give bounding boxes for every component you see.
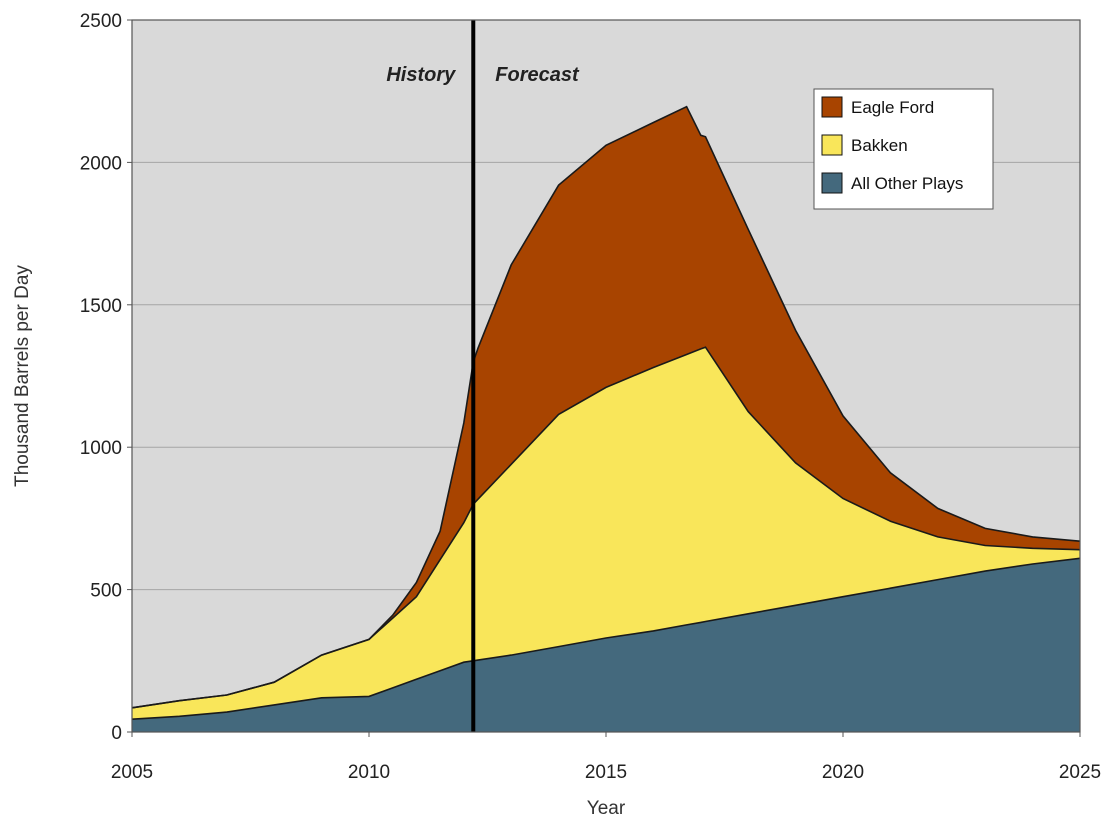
legend-swatch-eagle-ford bbox=[822, 97, 842, 117]
y-tick-label: 0 bbox=[111, 723, 122, 744]
y-tick-label: 1000 bbox=[80, 438, 122, 459]
x-tick-label: 2005 bbox=[111, 762, 153, 783]
x-axis-title: Year bbox=[587, 798, 626, 819]
legend: Eagle Ford Bakken All Other Plays bbox=[814, 89, 993, 209]
forecast-annotation: Forecast bbox=[495, 64, 580, 86]
x-tick-label: 2015 bbox=[585, 762, 627, 783]
y-tick-label: 500 bbox=[90, 581, 122, 602]
legend-swatch-all-other-plays bbox=[822, 173, 842, 193]
legend-label-all-other-plays: All Other Plays bbox=[851, 174, 963, 193]
legend-swatch-bakken bbox=[822, 135, 842, 155]
legend-label-eagle-ford: Eagle Ford bbox=[851, 98, 934, 117]
y-tick-label: 2500 bbox=[80, 11, 122, 32]
legend-label-bakken: Bakken bbox=[851, 136, 908, 155]
x-axis-ticks: 2005 2010 2015 2020 2025 bbox=[111, 732, 1101, 783]
x-tick-label: 2010 bbox=[348, 762, 390, 783]
x-tick-label: 2020 bbox=[822, 762, 864, 783]
y-tick-label: 2000 bbox=[80, 153, 122, 174]
history-annotation: History bbox=[386, 64, 456, 86]
y-axis-ticks: 0 500 1000 1500 2000 2500 bbox=[80, 11, 132, 744]
x-tick-label: 2025 bbox=[1059, 762, 1101, 783]
y-axis-title: Thousand Barrels per Day bbox=[12, 265, 33, 487]
y-tick-label: 1500 bbox=[80, 296, 122, 317]
